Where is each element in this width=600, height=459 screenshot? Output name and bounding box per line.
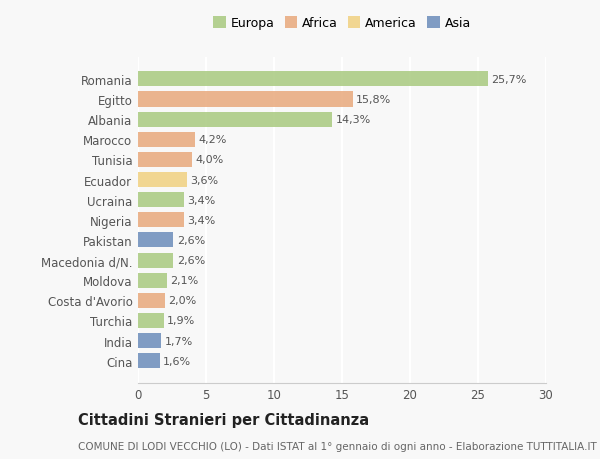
Bar bbox=[138, 313, 164, 328]
Text: 15,8%: 15,8% bbox=[356, 95, 392, 105]
Text: COMUNE DI LODI VECCHIO (LO) - Dati ISTAT al 1° gennaio di ogni anno - Elaborazio: COMUNE DI LODI VECCHIO (LO) - Dati ISTAT… bbox=[78, 441, 597, 451]
Text: 3,4%: 3,4% bbox=[188, 215, 216, 225]
Bar bbox=[138, 273, 167, 288]
Bar bbox=[138, 152, 193, 168]
Text: 2,1%: 2,1% bbox=[170, 275, 198, 285]
Text: 25,7%: 25,7% bbox=[491, 75, 526, 85]
Text: 3,6%: 3,6% bbox=[190, 175, 218, 185]
Bar bbox=[138, 293, 165, 308]
Bar bbox=[138, 333, 161, 348]
Bar bbox=[138, 233, 173, 248]
Bar bbox=[138, 173, 187, 188]
Text: 2,6%: 2,6% bbox=[177, 256, 205, 265]
Bar bbox=[138, 133, 195, 147]
Bar bbox=[138, 213, 184, 228]
Text: 4,0%: 4,0% bbox=[196, 155, 224, 165]
Text: 3,4%: 3,4% bbox=[188, 195, 216, 205]
Text: 2,0%: 2,0% bbox=[169, 296, 197, 306]
Bar bbox=[138, 193, 184, 208]
Bar bbox=[138, 72, 488, 87]
Text: 4,2%: 4,2% bbox=[199, 135, 227, 145]
Bar bbox=[138, 353, 160, 369]
Bar bbox=[138, 253, 173, 268]
Legend: Europa, Africa, America, Asia: Europa, Africa, America, Asia bbox=[211, 15, 473, 33]
Text: 2,6%: 2,6% bbox=[177, 235, 205, 246]
Text: 1,9%: 1,9% bbox=[167, 316, 196, 326]
Text: 14,3%: 14,3% bbox=[336, 115, 371, 125]
Bar bbox=[138, 112, 332, 128]
Text: 1,7%: 1,7% bbox=[164, 336, 193, 346]
Bar bbox=[138, 92, 353, 107]
Text: Cittadini Stranieri per Cittadinanza: Cittadini Stranieri per Cittadinanza bbox=[78, 413, 369, 428]
Text: 1,6%: 1,6% bbox=[163, 356, 191, 366]
